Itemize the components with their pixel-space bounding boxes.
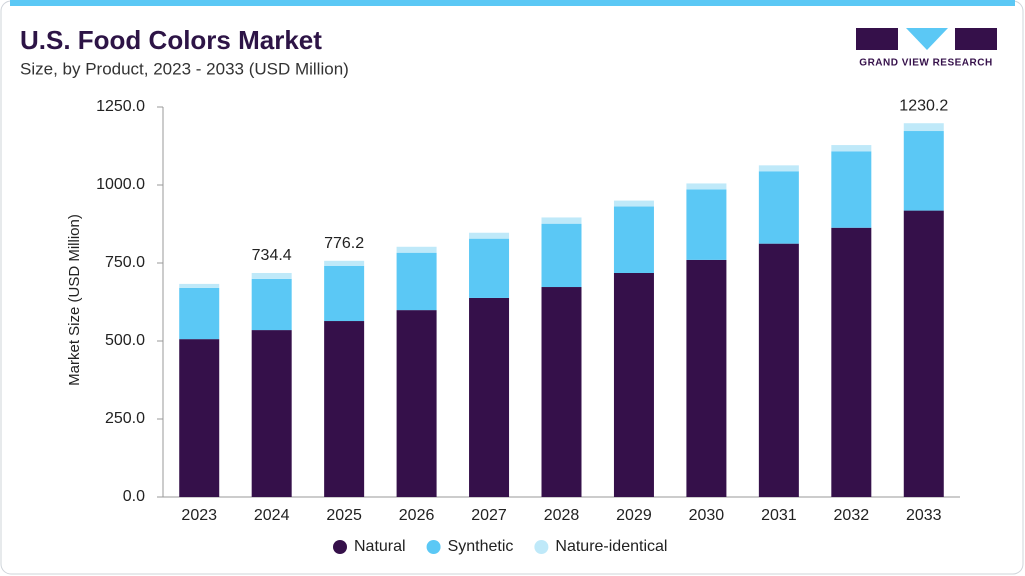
bar-segment: [179, 287, 220, 340]
x-tick-label: 2032: [834, 507, 870, 524]
y-tick-label: 1250.0: [96, 98, 145, 115]
legend-label: Natural: [354, 538, 406, 555]
bar-segment: [903, 123, 944, 132]
legend-label: Nature-identical: [555, 538, 667, 555]
brand: GRAND VIEW RESEARCH: [859, 58, 992, 69]
bar-segment: [613, 200, 654, 207]
bar-segment: [469, 232, 510, 239]
bar-segment: [469, 297, 510, 497]
top-bar: [10, 0, 1015, 6]
bar-segment: [613, 272, 654, 497]
y-tick-label: 1000.0: [96, 176, 145, 193]
y-tick-label: 500.0: [105, 332, 145, 349]
bar-segment: [324, 321, 365, 497]
bar-segment: [251, 278, 292, 331]
bar-segment: [179, 283, 220, 288]
bar-segment: [396, 252, 437, 311]
bar-segment: [686, 259, 727, 497]
bar-segment: [758, 243, 799, 497]
bar-segment: [686, 183, 727, 190]
chart-title: U.S. Food Colors Market: [20, 25, 322, 55]
total-label: 1230.2: [899, 97, 948, 114]
bar-segment: [541, 223, 582, 288]
x-tick-label: 2024: [254, 507, 290, 524]
y-axis-label: Market Size (USD Million): [66, 214, 83, 386]
total-label: 734.4: [252, 247, 292, 264]
bar-segment: [396, 310, 437, 497]
x-tick-label: 2023: [181, 507, 217, 524]
legend-marker: [426, 540, 441, 554]
x-tick-label: 2030: [689, 507, 725, 524]
bar-segment: [613, 206, 654, 273]
bar-segment: [831, 227, 872, 497]
legend-label: Synthetic: [448, 538, 514, 555]
bar-segment: [541, 287, 582, 497]
x-tick-label: 2026: [399, 507, 435, 524]
x-tick-label: 2028: [544, 507, 580, 524]
x-tick-label: 2033: [906, 507, 942, 524]
logo: GRAND VIEW RESEARCH: [856, 28, 997, 69]
bar-segment: [758, 171, 799, 244]
bar-segment: [396, 246, 437, 253]
chart-subtitle: Size, by Product, 2023 - 2033 (USD Milli…: [20, 59, 349, 78]
legend-marker: [333, 540, 347, 554]
bar-segment: [469, 238, 510, 298]
bar-segment: [324, 265, 365, 322]
bar-segment: [179, 339, 220, 497]
legend-marker: [534, 540, 549, 554]
x-tick-label: 2025: [326, 507, 362, 524]
bar-segment: [686, 189, 727, 260]
x-tick-label: 2027: [471, 507, 507, 524]
x-tick-label: 2031: [761, 507, 797, 524]
bar-segment: [831, 151, 872, 228]
bar-segment: [541, 217, 582, 224]
bar-segment: [903, 210, 944, 498]
y-tick-label: 0.0: [123, 488, 145, 505]
bar-segment: [251, 330, 292, 497]
bar-segment: [903, 131, 944, 211]
y-tick-label: 250.0: [105, 410, 145, 427]
total-label: 776.2: [324, 235, 364, 252]
bar-segment: [251, 272, 292, 279]
x-tick-label: 2029: [616, 507, 652, 524]
y-tick-label: 750.0: [105, 254, 145, 271]
bar-segment: [758, 165, 799, 172]
bar-segment: [324, 260, 365, 266]
bar-segment: [831, 145, 872, 152]
